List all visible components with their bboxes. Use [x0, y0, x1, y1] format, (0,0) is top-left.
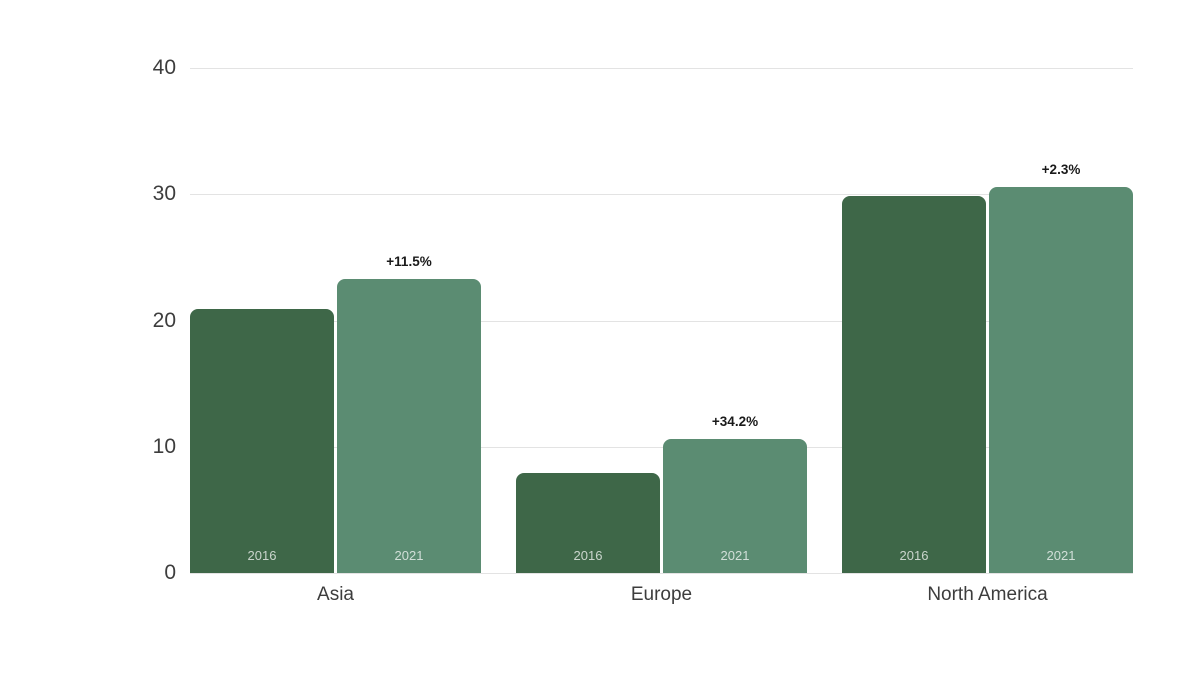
- bar-series-label: 2021: [394, 547, 424, 563]
- bar-north-america-2021: 2021: [989, 186, 1133, 573]
- bar-north-america-2016: 2016: [842, 195, 986, 573]
- gridline-y-0: [190, 573, 1133, 574]
- y-axis-tick-label: 0: [164, 561, 176, 584]
- bar-series-label: 2016: [573, 547, 603, 563]
- x-axis-category-label: Europe: [630, 584, 693, 605]
- y-axis-tick-label: 20: [152, 308, 176, 332]
- x-axis-category-label: Asia: [317, 584, 354, 605]
- growth-annotation-asia: +11.5%: [386, 253, 432, 269]
- growth-annotation-europe: +34.2%: [711, 414, 759, 430]
- y-axis-tick-label: 40: [152, 56, 176, 79]
- gridline-y-40: [190, 68, 1133, 69]
- y-axis-tick-label: 10: [152, 434, 176, 458]
- x-axis-category-label: North America: [927, 584, 1048, 605]
- bar-europe-2021: 2021: [663, 439, 807, 573]
- bar-asia-2016: 2016: [190, 309, 334, 573]
- growth-annotation-north-america: +2.3%: [1041, 161, 1081, 177]
- bar-asia-2021: 2021: [337, 278, 481, 573]
- gridline-y-10: [190, 446, 1133, 448]
- bar-series-label: 2021: [1046, 547, 1076, 563]
- bar-series-label: 2016: [247, 547, 277, 563]
- gridline-y-20: [190, 320, 1133, 322]
- bar-series-label: 2021: [720, 547, 750, 563]
- bar-europe-2016: 2016: [516, 473, 660, 573]
- gridline-y-30: [190, 194, 1133, 196]
- bar-series-label: 2016: [899, 547, 929, 563]
- y-axis-tick-label: 30: [152, 182, 176, 206]
